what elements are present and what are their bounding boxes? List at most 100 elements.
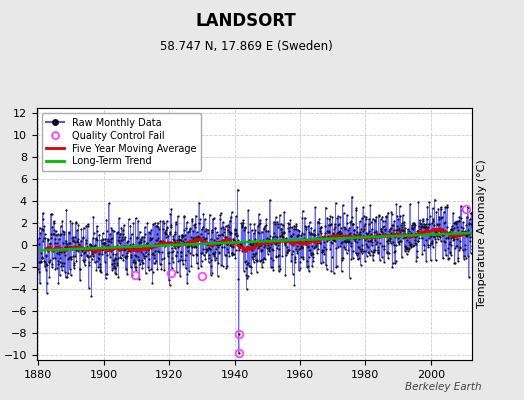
Point [296,259,304,266]
Point [320,250,329,257]
Point [413,228,422,234]
Point [408,233,417,240]
Point [345,225,353,231]
Point [412,232,420,239]
Point [246,240,254,247]
Point [179,240,188,246]
Point [449,234,457,240]
Point [96,260,104,267]
Point [73,238,81,244]
Point [125,248,134,254]
Point [88,251,96,257]
Point [380,243,389,249]
Point [100,258,108,265]
Point [274,221,282,227]
Point [88,248,96,255]
Point [124,248,132,254]
Point [135,257,144,263]
Point [460,256,468,262]
Point [104,236,112,242]
Point [324,228,333,235]
Point [303,263,312,270]
Point [264,227,272,234]
Point [410,221,418,228]
Point [381,218,389,224]
Point [144,251,152,257]
Point [418,235,426,242]
Point [261,228,270,234]
Point [293,248,301,254]
Point [399,212,407,218]
Point [118,234,126,240]
Point [317,224,325,231]
Point [301,236,310,243]
Point [306,247,314,254]
Point [251,251,259,257]
Point [218,230,226,237]
Point [328,214,336,220]
Point [369,256,377,263]
Point [414,199,423,205]
Point [115,240,124,246]
Point [71,234,79,240]
Point [130,246,138,253]
Point [406,242,414,249]
Point [281,240,289,246]
Point [115,234,124,240]
Point [40,223,48,229]
Point [76,265,84,272]
Point [298,214,307,221]
Point [253,257,261,263]
Point [316,240,324,246]
Point [185,228,193,234]
Point [219,219,227,225]
Point [286,217,294,224]
Point [187,234,195,240]
Point [215,241,224,248]
Point [66,240,74,246]
Point [443,202,452,208]
Point [134,244,142,251]
Point [439,226,447,233]
Point [451,245,459,251]
Point [67,255,75,262]
Point [92,266,101,273]
Point [195,200,203,206]
Point [329,237,337,244]
Point [162,230,171,237]
Point [290,254,299,261]
Point [377,226,385,232]
Point [355,244,363,250]
Point [123,249,131,256]
Point [73,236,82,242]
Point [135,239,143,246]
Point [304,223,312,229]
Point [222,234,230,240]
Point [335,231,343,238]
Point [174,243,182,250]
Point [399,230,407,237]
Point [134,217,142,224]
Point [333,262,341,269]
Point [423,226,431,232]
Point [340,244,348,250]
Point [375,231,384,237]
Point [71,253,80,259]
Point [468,246,476,252]
Point [79,234,87,240]
Point [252,250,260,256]
Point [353,224,362,230]
Point [351,238,359,244]
Point [173,249,181,256]
Point [63,245,71,251]
Point [160,220,168,227]
Point [59,228,67,234]
Point [37,258,45,264]
Point [400,219,408,225]
Point [299,208,307,214]
Point [342,239,351,246]
Point [275,246,283,252]
Point [348,193,356,200]
Point [260,223,269,229]
Point [422,228,431,234]
